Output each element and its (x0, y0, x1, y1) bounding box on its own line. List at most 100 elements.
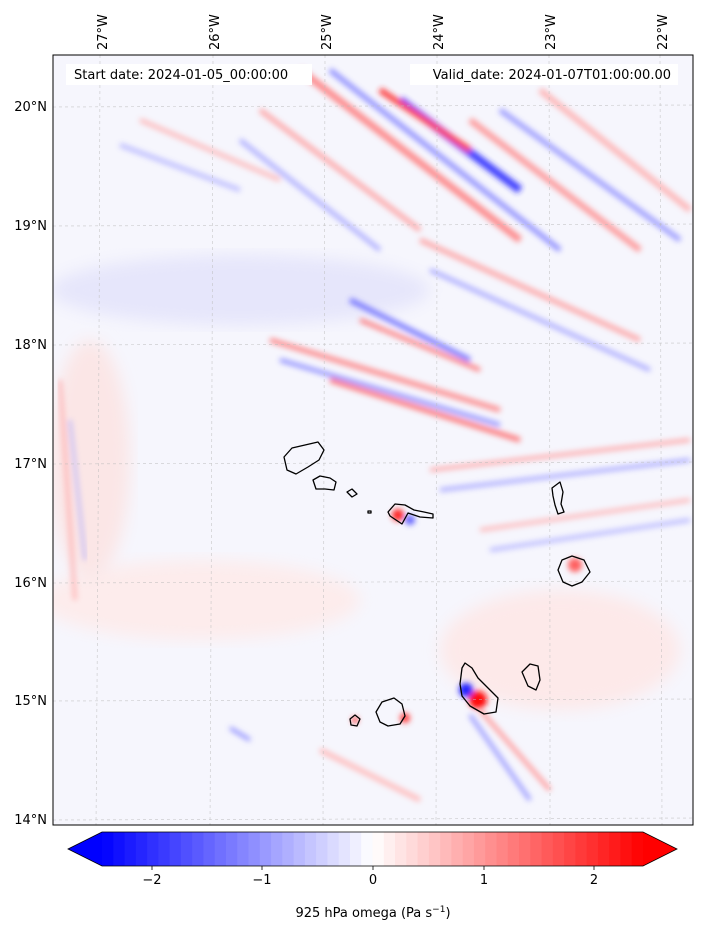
colorbar-cell (485, 832, 498, 866)
colorbar-cell (406, 832, 419, 866)
colorbar-cell (451, 832, 464, 866)
colorbar-cell (440, 832, 452, 866)
colorbar-cell (135, 832, 148, 866)
colorbar-cell (147, 832, 159, 866)
omega-field (53, 55, 693, 825)
colorbar-cell (428, 832, 441, 866)
colorbar-tick-label: 1 (480, 873, 488, 888)
colorbar-cell (113, 832, 126, 866)
colorbar-cell (473, 832, 486, 866)
colorbar-cell (597, 832, 610, 866)
island-sal (551, 481, 565, 515)
colorbar-cell (248, 832, 261, 866)
island-boa-vista (557, 555, 591, 587)
island-santiago (459, 662, 499, 715)
longitude-labels: 27°W 26°W 25°W 24°W 23°W 22°W (96, 14, 671, 50)
colorbar-cell (124, 832, 137, 866)
colorbar-cell (271, 832, 283, 866)
colorbar-cell (158, 832, 171, 866)
valid-date-box (410, 64, 678, 85)
colorbar-cell (192, 832, 205, 866)
colorbar-cell (575, 832, 588, 866)
lat-label: 19°N (14, 219, 47, 234)
colorbar-cell (507, 832, 520, 866)
colorbar-cell (361, 832, 374, 866)
colorbar-cell (462, 832, 475, 866)
colorbar-cell (541, 832, 554, 866)
lon-label: 24°W (432, 14, 447, 50)
island-sao-nicolau (387, 503, 434, 525)
colorbar-outline (67, 831, 678, 867)
lon-label: 22°W (656, 14, 671, 50)
island-santa-luzia (346, 488, 358, 498)
colorbar-tick-label: 2 (590, 873, 598, 888)
colorbar-cell (552, 832, 565, 866)
colorbar-cell (383, 832, 396, 866)
island-branco (367, 510, 372, 514)
island-brava (349, 714, 361, 727)
lon-label: 23°W (544, 14, 559, 50)
start-date-box (66, 64, 312, 85)
colorbar-cells (102, 832, 644, 866)
lon-label: 26°W (208, 14, 223, 50)
colorbar-cell (304, 832, 317, 866)
colorbar-cell (316, 832, 329, 866)
colorbar-cell (102, 832, 114, 866)
lat-label: 16°N (14, 576, 47, 591)
lon-label: 27°W (96, 14, 111, 50)
colorbar-cell (293, 832, 306, 866)
island-santo-antao (283, 441, 325, 475)
colorbar-label: 925 hPa omega (Pa s−1) (295, 905, 450, 921)
latitude-labels: 20°N 19°N 18°N 17°N 16°N 15°N 14°N (14, 100, 47, 828)
colorbar-cell (620, 832, 633, 866)
lat-label: 15°N (14, 694, 47, 709)
map-background (53, 55, 693, 825)
start-date-label: Start date: 2024-01-05_00:00:00 (74, 68, 288, 83)
colorbar-tick-label: 0 (369, 873, 377, 888)
map-frame (52, 54, 694, 826)
colorbar-label-prefix: 925 hPa omega (Pa s (295, 906, 432, 921)
colorbar-cell (372, 832, 385, 866)
island-maio (521, 663, 541, 691)
map-panel: Start date: 2024-01-05_00:00:00 Valid_da… (14, 14, 694, 828)
colorbar-cell (496, 832, 509, 866)
colorbar-cell (395, 832, 407, 866)
colorbar-cell (349, 832, 362, 866)
colorbar-label-suffix: ) (445, 906, 450, 921)
colorbar-cell (586, 832, 599, 866)
colorbar-label-exponent: −1 (432, 905, 445, 915)
valid-date-label: Valid_date: 2024-01-07T01:00:00.00 (433, 68, 671, 83)
lat-label: 18°N (14, 338, 47, 353)
island-fogo (375, 697, 406, 727)
colorbar-tick-label: −2 (142, 873, 161, 888)
lat-label: 20°N (14, 100, 47, 115)
lat-label: 17°N (14, 457, 47, 472)
lon-label: 25°W (320, 14, 335, 50)
colorbar-cell (225, 832, 238, 866)
colorbar-cell (519, 832, 531, 866)
colorbar-cell (237, 832, 250, 866)
colorbar-cell (169, 832, 182, 866)
graticule (53, 55, 693, 825)
colorbar-cell (417, 832, 430, 866)
island-sao-vicente (312, 475, 337, 491)
colorbar-cell (203, 832, 216, 866)
colorbar-cell (180, 832, 193, 866)
colorbar-cell (259, 832, 272, 866)
colorbar-cell (609, 832, 622, 866)
colorbar-cell (282, 832, 295, 866)
lat-label: 14°N (14, 813, 47, 828)
colorbar-tick-label: −1 (252, 873, 271, 888)
colorbar-cell (214, 832, 227, 866)
colorbar-extend-low (68, 832, 102, 866)
colorbar-cell (631, 832, 644, 866)
coastlines (283, 441, 591, 727)
colorbar-cell (338, 832, 351, 866)
colorbar-cell (530, 832, 543, 866)
colorbar: −2 −1 0 1 2 925 hPa omega (Pa s−1) (67, 831, 678, 921)
colorbar-cell (327, 832, 340, 866)
colorbar-cell (564, 832, 576, 866)
colorbar-extend-high (643, 832, 677, 866)
colorbar-ticks (151, 866, 595, 870)
